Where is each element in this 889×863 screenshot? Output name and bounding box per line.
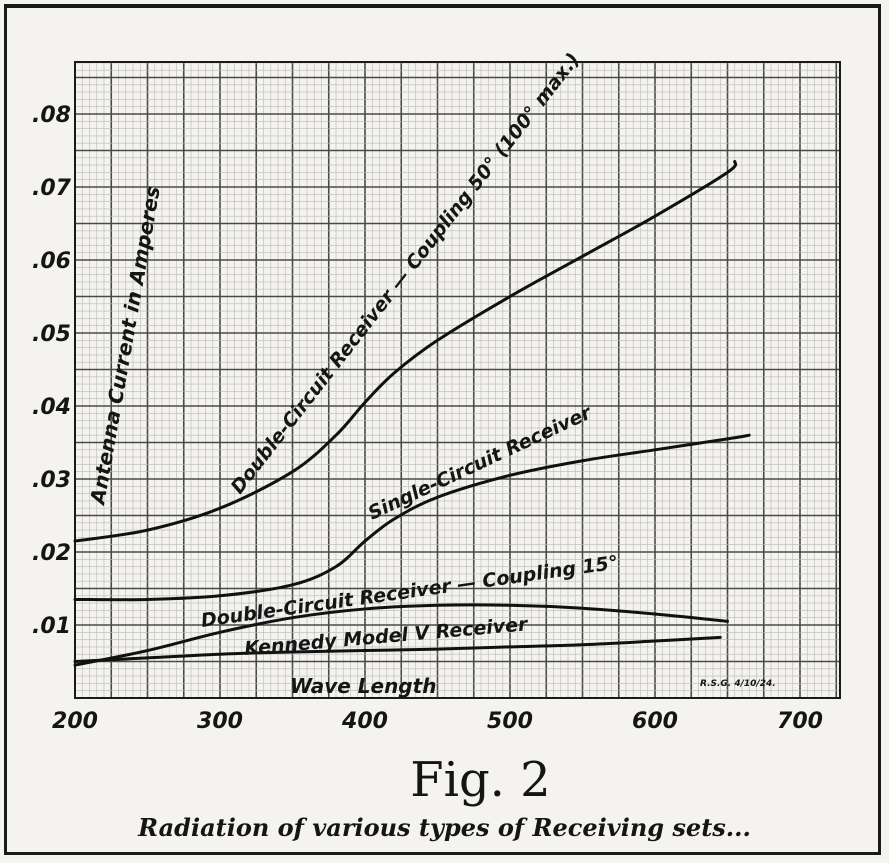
x-tick-label: 300 (197, 709, 243, 734)
y-tick-label: .05 (32, 322, 71, 347)
plot-border (74, 61, 841, 699)
y-tick-label: .08 (32, 103, 71, 128)
y-tick-label: .04 (32, 395, 71, 420)
series-line-3 (73, 603, 729, 667)
series-line-2 (73, 433, 751, 602)
y-tick-label: .01 (32, 614, 71, 639)
y-tick-label: .06 (32, 249, 71, 274)
x-tick-label: 600 (632, 709, 678, 734)
y-tick-label: .07 (32, 176, 72, 201)
series-label-single-circuit: Single-Circuit Receiver (365, 401, 596, 524)
x-axis-title: Wave Length (290, 674, 436, 698)
y-tick-label: .02 (32, 541, 71, 566)
series-line-1 (73, 159, 738, 543)
figure-frame (4, 4, 881, 855)
figure-label: Fig. 2 (410, 752, 551, 808)
x-tick-label: 200 (52, 709, 98, 734)
x-tick-label: 700 (777, 709, 823, 734)
axes: 200 300 400 500 600 700 .01 .02 .03 .04 .05 .06 .07.… (32, 61, 841, 734)
x-tick-label: 500 (487, 709, 533, 734)
initials: R.S.G. 4/10/24. (700, 679, 776, 689)
x-tick-label: 400 (341, 709, 388, 734)
figure-caption: Radiation of various types of Receiving … (138, 813, 751, 842)
series-lines (73, 159, 751, 667)
series-line-4 (73, 635, 722, 663)
grid (74, 62, 840, 699)
y-tick-label: .03 (32, 468, 71, 493)
